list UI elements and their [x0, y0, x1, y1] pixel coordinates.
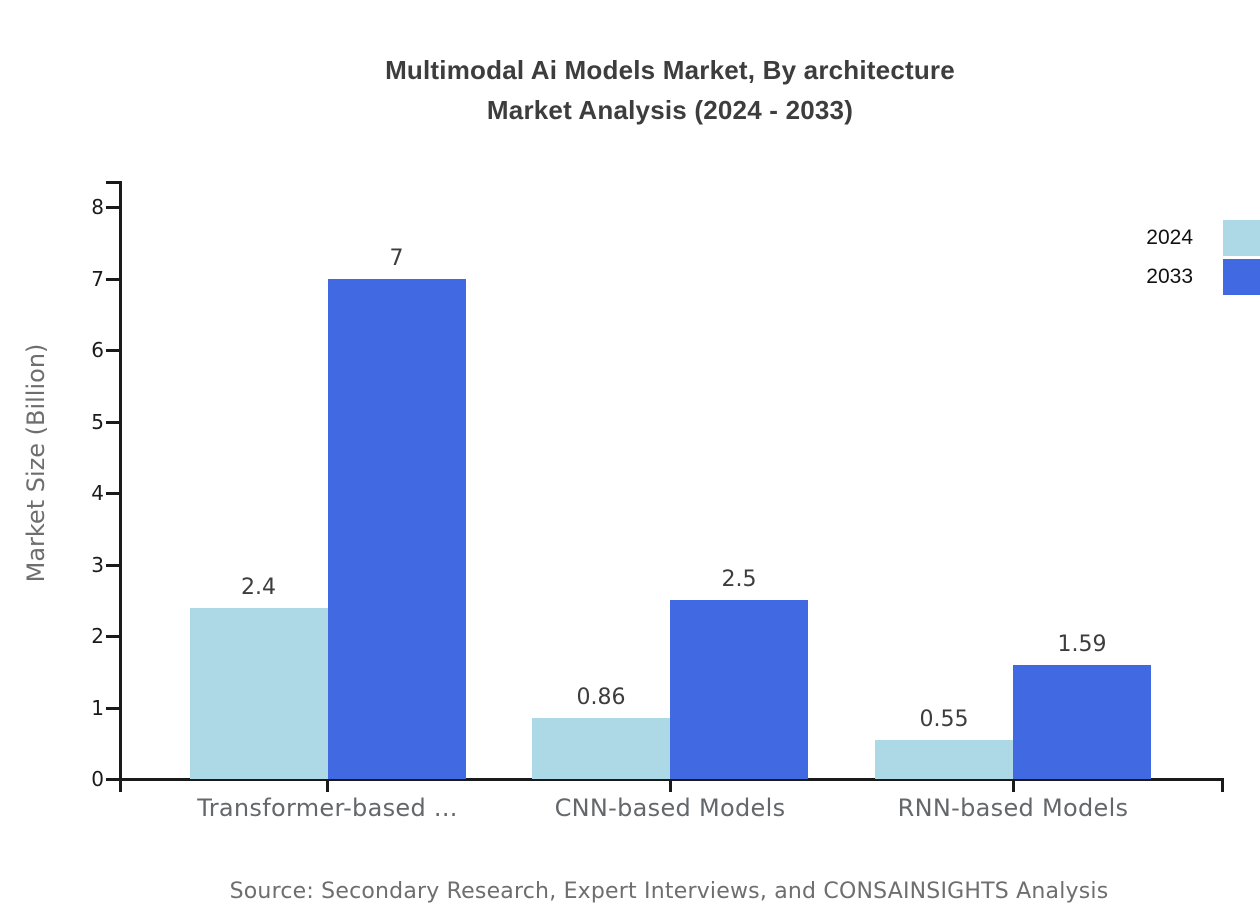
bar-2033-0: [327, 279, 466, 779]
y-tick-7: [106, 277, 119, 281]
bar-2024-1: [532, 718, 670, 779]
y-tick-5: [106, 420, 119, 424]
legend-swatch-2033: [1223, 259, 1260, 295]
chart-title-line2: Market Analysis (2024 - 2033): [486, 95, 854, 125]
chart-title: Multimodal Ai Models Market, By architec…: [80, 50, 1260, 130]
y-tick-6: [106, 349, 119, 353]
y-tick-label-3: 3: [91, 552, 104, 577]
x-axis-end-tick: [1221, 781, 1224, 792]
bar-2024-2: [875, 740, 1013, 779]
y-axis-title: Market Size (Billion): [22, 343, 50, 583]
x-axis-line: [119, 778, 1224, 781]
source-note: Source: Secondary Research, Expert Inter…: [229, 879, 1109, 904]
value-label-2024-0: 2.4: [241, 575, 276, 600]
category-label-2: RNN-based Models: [897, 794, 1129, 822]
bar-2033-2: [1013, 665, 1151, 779]
y-tick-1: [106, 706, 119, 710]
category-label-1: CNN-based Models: [554, 794, 786, 822]
bar-2024-0: [189, 608, 328, 779]
legend-item-2033: 2033: [1050, 259, 1260, 295]
y-tick-label-2: 2: [91, 624, 104, 649]
y-tick-label-6: 6: [91, 338, 104, 363]
value-label-2033-0: 7: [389, 246, 404, 271]
legend-label-2033: 2033: [1146, 265, 1193, 288]
value-label-2033-2: 1.59: [1057, 632, 1107, 657]
y-tick-2: [106, 635, 119, 639]
y-tick-label-5: 5: [91, 409, 104, 434]
value-label-2024-1: 0.86: [576, 685, 626, 710]
y-tick-4: [106, 492, 119, 496]
y-tick-label-0: 0: [91, 767, 104, 791]
y-tick-label-8: 8: [91, 195, 104, 220]
y-tick-3: [106, 563, 119, 567]
legend-label-2024: 2024: [1146, 226, 1193, 249]
y-tick-0: [106, 778, 119, 781]
x-tick-0: [326, 781, 329, 792]
y-tick-label-7: 7: [91, 266, 104, 291]
chart-title-line1: Multimodal Ai Models Market, By architec…: [385, 55, 955, 85]
legend-item-2024: 2024: [1050, 220, 1260, 256]
y-axis-line: [119, 181, 122, 792]
x-tick-1: [668, 781, 672, 792]
y-tick-label-1: 1: [91, 695, 104, 720]
value-label-2024-2: 0.55: [919, 707, 969, 732]
legend-swatch-2024: [1223, 220, 1260, 256]
bar-2033-1: [670, 600, 808, 779]
y-tick-label-4: 4: [91, 481, 104, 506]
value-label-2033-1: 2.5: [721, 567, 757, 592]
x-tick-2: [1011, 781, 1015, 792]
y-tick-8: [106, 206, 119, 210]
category-label-0: Transformer-based ...: [197, 794, 458, 822]
y-axis-end-tick: [106, 181, 119, 184]
